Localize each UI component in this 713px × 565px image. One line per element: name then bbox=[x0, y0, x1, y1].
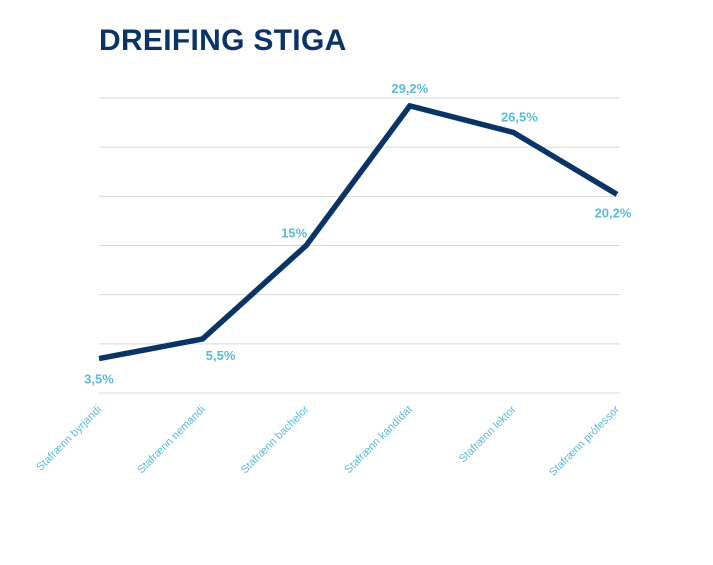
x-tick-label: Stafrænn kandídat bbox=[342, 404, 414, 476]
series-group bbox=[98, 102, 619, 362]
data-label: 26,5% bbox=[501, 109, 538, 124]
data-label: 15% bbox=[281, 226, 307, 241]
x-tick-labels: Stafrænn byrjandi Stafrænn nemandi Stafræn… bbox=[34, 403, 622, 478]
point-labels: 3,5% 5,5% 15% 29,2% 26,5% 20,2% bbox=[84, 81, 632, 387]
data-label: 29,2% bbox=[391, 81, 428, 96]
chart-title: DREIFING STIGA bbox=[99, 24, 347, 57]
series-line bbox=[98, 102, 619, 362]
data-label: 20,2% bbox=[595, 205, 632, 220]
gridlines bbox=[99, 97, 620, 394]
x-tick-label: Stafrænn lektor bbox=[457, 403, 519, 465]
data-label: 3,5% bbox=[84, 372, 114, 387]
x-tick-label: Stafrænn nemandi bbox=[135, 404, 207, 476]
x-tick-label: Stafrænn prófessor bbox=[547, 403, 622, 478]
x-tick-label: Stafrænn byrjandi bbox=[34, 404, 104, 474]
data-label: 5,5% bbox=[206, 348, 236, 363]
x-tick-label: Stafrænn bachelor bbox=[239, 403, 312, 476]
